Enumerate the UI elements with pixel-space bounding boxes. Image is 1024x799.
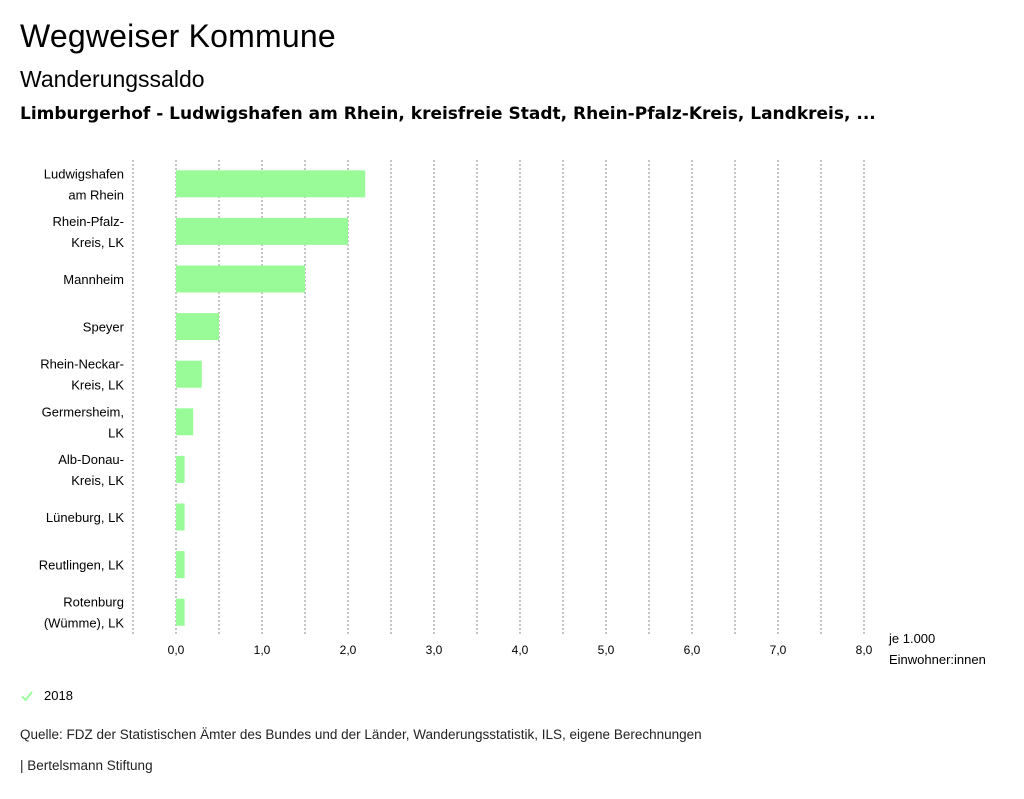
x-axis-label: je 1.000 bbox=[888, 631, 935, 646]
x-tick-label: 1,0 bbox=[254, 643, 271, 657]
bar bbox=[176, 455, 185, 483]
category-label: Ludwigshafen bbox=[44, 166, 124, 181]
category-label: Kreis, LK bbox=[71, 473, 124, 488]
category-label: Rhein-Neckar- bbox=[40, 357, 124, 372]
x-tick-label: 5,0 bbox=[598, 643, 615, 657]
category-label: Germersheim, bbox=[42, 404, 124, 419]
legend-label: 2018 bbox=[44, 688, 73, 703]
category-label: Alb-Donau- bbox=[58, 452, 124, 467]
category-label: (Wümme), LK bbox=[44, 616, 125, 631]
bar-chart: Ludwigshafen am Rhein Rhein-Pfalz- Kreis, L… bbox=[39, 160, 986, 667]
category-label: Mannheim bbox=[63, 272, 124, 287]
region-title: Limburgerhof - Ludwigshafen am Rhein, kr… bbox=[20, 104, 876, 124]
bar bbox=[176, 408, 194, 436]
category-label: Rhein-Pfalz- bbox=[52, 214, 124, 229]
check-icon bbox=[21, 690, 33, 701]
bar bbox=[176, 503, 185, 531]
category-label: Rotenburg bbox=[63, 595, 124, 610]
bar bbox=[176, 265, 305, 293]
bar bbox=[176, 313, 219, 341]
category-label: Speyer bbox=[83, 320, 125, 335]
x-tick-label: 2,0 bbox=[340, 643, 357, 657]
x-tick-label: 6,0 bbox=[684, 643, 701, 657]
bar bbox=[176, 217, 348, 245]
bar bbox=[176, 551, 185, 579]
credit-text: | Bertelsmann Stiftung bbox=[20, 758, 153, 773]
x-tick-label: 3,0 bbox=[426, 643, 443, 657]
category-label: Kreis, LK bbox=[71, 378, 124, 393]
bar bbox=[176, 360, 202, 388]
x-tick-label: 4,0 bbox=[512, 643, 529, 657]
chart-subtitle: Wanderungssaldo bbox=[20, 66, 205, 92]
category-label: Reutlingen, LK bbox=[39, 558, 125, 573]
category-label: Kreis, LK bbox=[71, 235, 124, 250]
x-axis-label: Einwohner:innen bbox=[889, 652, 986, 667]
category-label: am Rhein bbox=[68, 187, 124, 202]
category-label: Lüneburg, LK bbox=[46, 510, 124, 525]
page-title: Wegweiser Kommune bbox=[20, 18, 336, 54]
bar bbox=[176, 598, 185, 626]
bar bbox=[176, 170, 366, 198]
source-text: Quelle: FDZ der Statistischen Ämter des … bbox=[20, 727, 702, 742]
legend[interactable]: 2018 bbox=[20, 688, 73, 703]
x-tick-label: 7,0 bbox=[770, 643, 787, 657]
x-tick-label: 8,0 bbox=[856, 643, 873, 657]
x-tick-label: 0,0 bbox=[168, 643, 185, 657]
category-label: LK bbox=[108, 425, 124, 440]
